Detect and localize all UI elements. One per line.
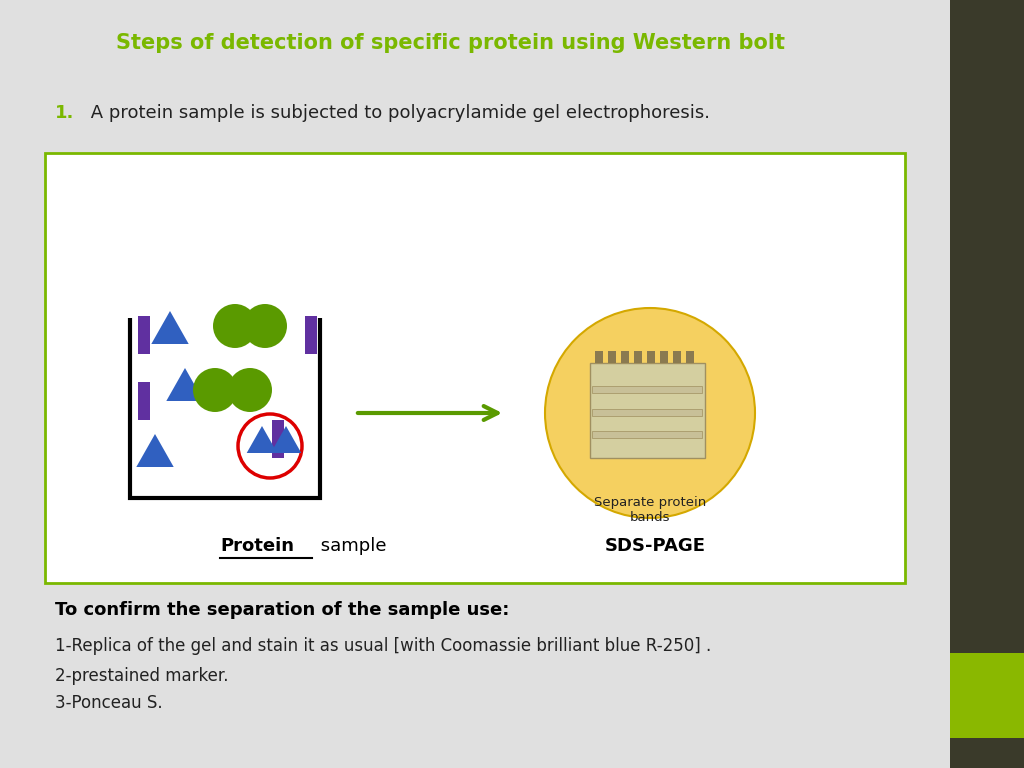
Bar (686, 351, 694, 363)
Text: Separate protein
bands: Separate protein bands (594, 496, 707, 524)
Text: 1-Replica of the gel and stain it as usual [with Coomassie brilliant blue R-250]: 1-Replica of the gel and stain it as usu… (55, 637, 712, 655)
Bar (621, 351, 629, 363)
Bar (660, 351, 668, 363)
Circle shape (545, 308, 755, 518)
Text: sample: sample (315, 537, 386, 555)
Text: A protein sample is subjected to polyacrylamide gel electrophoresis.: A protein sample is subjected to polyacr… (85, 104, 710, 122)
Bar (592, 386, 702, 393)
Bar (608, 351, 616, 363)
Ellipse shape (193, 368, 237, 412)
Bar (647, 351, 655, 363)
Ellipse shape (228, 368, 272, 412)
Text: 2-prestained marker.: 2-prestained marker. (55, 667, 228, 685)
Bar (272, 420, 284, 458)
Polygon shape (270, 426, 301, 453)
Bar (590, 363, 705, 458)
Bar (592, 409, 702, 416)
FancyBboxPatch shape (45, 153, 905, 583)
Bar (138, 382, 150, 420)
Bar (950, 0, 1024, 768)
Polygon shape (136, 434, 174, 467)
Polygon shape (166, 368, 204, 401)
Polygon shape (247, 426, 278, 453)
Bar (950, 653, 1024, 738)
Bar (305, 316, 317, 354)
Text: Steps of detection of specific protein using Western bolt: Steps of detection of specific protein u… (116, 33, 784, 53)
Text: Protein: Protein (220, 537, 294, 555)
Text: 3-Ponceau S.: 3-Ponceau S. (55, 694, 163, 712)
Bar (592, 431, 702, 438)
Text: To confirm the separation of the sample use:: To confirm the separation of the sample … (55, 601, 509, 619)
Text: SDS-PAGE: SDS-PAGE (605, 537, 706, 555)
Polygon shape (152, 311, 188, 344)
Ellipse shape (243, 304, 287, 348)
Bar (634, 351, 642, 363)
Bar (595, 351, 603, 363)
Bar (138, 316, 150, 354)
Ellipse shape (213, 304, 257, 348)
Bar (673, 351, 681, 363)
Text: 1.: 1. (55, 104, 75, 122)
